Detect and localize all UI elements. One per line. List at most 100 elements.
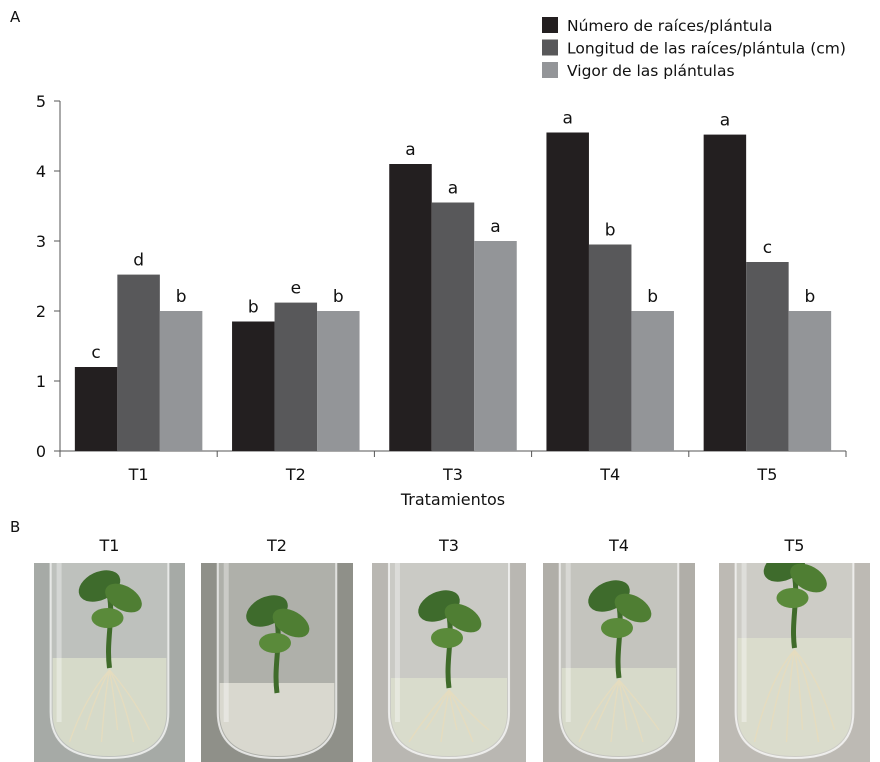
root (769, 649, 796, 731)
test-tube-illustration (49, 563, 170, 760)
bar-T1-s3 (159, 311, 203, 451)
plantlet-photo-t3 (372, 563, 526, 762)
root (618, 679, 628, 731)
leaf (105, 583, 142, 613)
root (100, 669, 111, 743)
root (108, 669, 119, 731)
culture-medium (561, 668, 677, 756)
bar-letter-label: b (333, 287, 344, 307)
test-tube-illustration (734, 563, 855, 760)
bar-letter-label: a (490, 217, 500, 237)
photo-title-t5: T5 (784, 536, 805, 555)
root (448, 689, 458, 731)
legend-swatch (542, 17, 558, 33)
root (424, 689, 450, 731)
root (448, 689, 490, 731)
bar-letter-label: b (605, 221, 616, 241)
root (440, 689, 450, 743)
plantlet-photo-t4 (543, 563, 695, 762)
bar-letter-label: a (562, 109, 572, 129)
test-tube-illustration (558, 563, 680, 760)
root (448, 689, 474, 743)
bar-T5-s1 (703, 134, 747, 451)
bar-T4-s2 (588, 244, 632, 451)
bar-T5-s3 (788, 311, 832, 451)
root (793, 649, 804, 731)
plantlet-photo-t2 (201, 563, 353, 762)
root (793, 649, 820, 743)
root (753, 649, 796, 743)
leaf (776, 588, 809, 608)
culture-medium (52, 658, 167, 756)
bar-letter-label: a (405, 140, 415, 160)
root (594, 679, 620, 731)
root (408, 689, 450, 743)
leaf (790, 563, 827, 593)
culture-medium (219, 683, 335, 756)
root (610, 679, 620, 743)
bar-letter-label: e (291, 279, 301, 299)
culture-medium (737, 638, 852, 756)
y-tick-label: 5 (36, 92, 46, 111)
bar-T1-s1 (74, 367, 118, 451)
bar-T2-s2 (274, 302, 318, 451)
test-tube-illustration (216, 563, 338, 760)
photo-title-t2: T2 (267, 536, 287, 555)
x-tick-label: T2 (285, 465, 306, 484)
bar-T2-s1 (232, 321, 275, 451)
glass-highlight (394, 563, 400, 722)
root (793, 649, 836, 731)
legend-label: Número de raíces/plántula (567, 17, 773, 35)
root (618, 679, 660, 731)
x-tick-label: T1 (128, 465, 149, 484)
bar-letter-label: c (763, 238, 772, 258)
root (108, 669, 135, 743)
photo-title-t3: T3 (439, 536, 459, 555)
glass-highlight (56, 563, 62, 722)
y-tick-label: 4 (36, 162, 46, 181)
panel-a-label: A (10, 8, 21, 26)
leaf (431, 628, 463, 648)
y-tick-label: 2 (36, 302, 46, 321)
plantlet-photo-t1 (34, 563, 185, 762)
root (108, 669, 151, 731)
y-tick-label: 3 (36, 232, 46, 251)
x-axis-label: Tratamientos (400, 490, 505, 509)
bar-letter-label: b (176, 287, 187, 307)
photo-title-t4: T4 (609, 536, 629, 555)
y-tick-label: 0 (36, 442, 46, 461)
root (84, 669, 111, 731)
panel-b-label: B (10, 518, 21, 536)
x-tick-label: T4 (599, 465, 620, 484)
leaf (272, 608, 310, 638)
legend-swatch (542, 62, 558, 78)
bar-T3-s3 (474, 241, 517, 451)
bar-letter-label: c (91, 343, 100, 363)
legend-swatch (542, 39, 558, 56)
leaf (91, 608, 124, 628)
bar-letter-label: a (448, 179, 458, 199)
bar-letter-label: b (647, 287, 658, 307)
bar-letter-label: a (720, 111, 730, 131)
bar-chart: 0 1 2 3 4 5 T1 T2 T3 T4 T5 Tratamientos c d b b e b a a a a b b… (36, 17, 847, 509)
legend-label: Vigor de las plántulas (567, 62, 735, 80)
leaf (259, 633, 291, 653)
y-tick-label: 1 (36, 372, 46, 391)
bar-T4-s1 (546, 132, 589, 451)
root (68, 669, 111, 743)
bar-letter-label: b (805, 287, 816, 307)
photo-title-t1: T1 (99, 536, 120, 555)
root (785, 649, 796, 743)
bar-T1-s2 (117, 274, 160, 451)
bar-T3-s1 (389, 164, 432, 451)
glass-highlight (223, 563, 229, 722)
leaf (614, 593, 652, 623)
root (578, 679, 620, 743)
leaf (444, 603, 482, 633)
x-tick-label: T5 (756, 465, 777, 484)
glass-highlight (565, 563, 571, 722)
bar-letter-label: d (133, 251, 144, 271)
culture-medium (390, 678, 508, 756)
test-tube-illustration (387, 563, 511, 760)
bar-T2-s3 (317, 311, 360, 451)
